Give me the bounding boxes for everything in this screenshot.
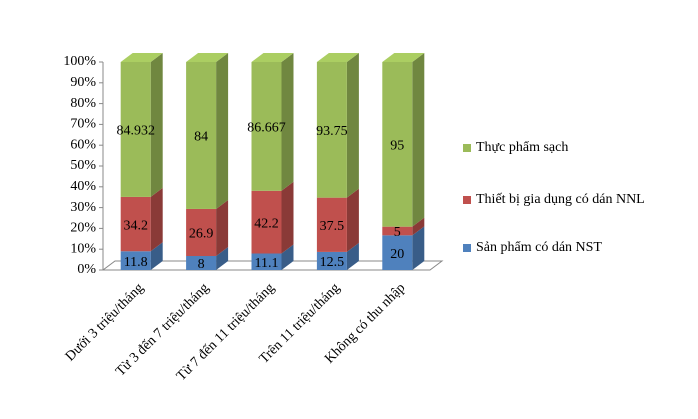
legend-item: Thực phẩm sạch <box>476 140 569 155</box>
bar-side <box>346 53 359 198</box>
data-label: 12.5 <box>320 255 345 270</box>
data-label: 8 <box>198 257 205 272</box>
data-label: 26.9 <box>189 227 214 242</box>
bar <box>316 197 347 252</box>
bar <box>316 62 347 198</box>
bar-side <box>281 53 294 191</box>
bar-top <box>251 53 294 62</box>
data-label: 93.75 <box>316 124 348 139</box>
bar <box>120 62 151 197</box>
bar <box>251 62 282 191</box>
bar <box>186 62 217 209</box>
legend-label: Sản phẩm có dán NST <box>476 240 602 255</box>
y-tick-label: 10% <box>70 241 96 256</box>
data-label: 86.667 <box>247 121 286 136</box>
data-label: 20 <box>390 247 404 262</box>
data-label: 84 <box>194 130 208 145</box>
legend-item: Sản phẩm có dán NST <box>476 240 602 255</box>
bar-side <box>281 181 294 254</box>
bar <box>382 226 413 236</box>
bar <box>120 251 151 270</box>
legend-item: Thiết bị gia dụng có dán NNL <box>476 192 645 207</box>
y-tick-label: 20% <box>70 221 96 236</box>
bar <box>251 190 282 254</box>
y-tick-label: 0% <box>77 262 96 277</box>
legend-label: Thực phẩm sạch <box>476 140 569 155</box>
bar-side <box>412 53 425 227</box>
legend-swatch <box>463 196 471 204</box>
data-label: 11.8 <box>124 255 148 270</box>
data-label: 42.2 <box>254 216 279 231</box>
bar-side <box>150 187 163 252</box>
y-tick-label: 50% <box>70 158 96 173</box>
data-label: 95 <box>390 139 404 154</box>
bar-side <box>412 226 425 270</box>
data-label: 5 <box>394 225 401 240</box>
legend-swatch <box>463 244 471 252</box>
legend-label: Thiết bị gia dụng có dán NNL <box>476 192 645 207</box>
bar-side <box>150 242 163 270</box>
bar-side <box>412 217 425 236</box>
bar <box>120 196 151 252</box>
legend-swatch <box>463 144 471 152</box>
bar-side <box>346 188 359 252</box>
bar-top <box>120 53 163 62</box>
y-tick-label: 40% <box>70 179 96 194</box>
bar <box>382 235 413 270</box>
y-tick-label: 90% <box>70 75 96 90</box>
bar <box>251 253 282 270</box>
y-tick-label: 70% <box>70 117 96 132</box>
bar-top <box>186 53 229 62</box>
bar-top <box>382 53 425 62</box>
bar-side <box>281 244 294 270</box>
bar-side <box>216 199 229 257</box>
y-tick-label: 80% <box>70 96 96 111</box>
bar <box>186 256 217 270</box>
data-label: 37.5 <box>320 219 345 234</box>
bar <box>382 62 413 227</box>
bar-side <box>346 242 359 270</box>
bar-top <box>316 53 359 62</box>
y-tick-label: 60% <box>70 137 96 152</box>
bar <box>316 251 347 270</box>
y-tick-label: 100% <box>63 54 96 69</box>
data-label: 11.1 <box>255 256 279 271</box>
bar <box>186 208 217 257</box>
data-label: 34.2 <box>123 218 148 233</box>
bar-side <box>216 53 229 209</box>
data-label: 84.932 <box>116 124 155 139</box>
y-tick-label: 30% <box>70 200 96 215</box>
bar-side <box>150 53 163 197</box>
bar-side <box>216 247 229 270</box>
